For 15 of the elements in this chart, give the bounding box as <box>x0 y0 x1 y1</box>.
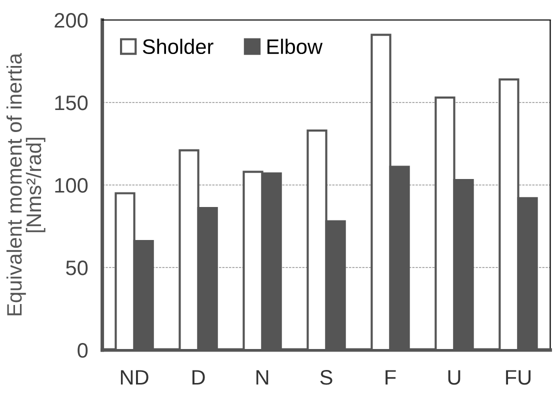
y-tick-label: 150 <box>55 96 88 110</box>
y-tick-label: 200 <box>54 13 88 28</box>
x-tick-label: ND <box>120 370 148 385</box>
legend-label: Elbow <box>267 38 323 54</box>
x-tick-label: N <box>256 370 268 385</box>
y-axis-title: Equivalent moment of inertia [Nms²/rad] <box>6 52 46 316</box>
y-tick-label: 0 <box>78 343 88 358</box>
x-tick-label: F <box>386 370 396 385</box>
y-tick-label: 50 <box>66 260 88 276</box>
x-tick-label: S <box>320 370 332 385</box>
y-tick-label: 100 <box>55 178 88 193</box>
x-tick-label: U <box>448 370 460 385</box>
x-tick-label: FU <box>506 370 531 385</box>
legend-label: Sholder <box>142 38 214 54</box>
x-tick-label: D <box>192 370 205 385</box>
